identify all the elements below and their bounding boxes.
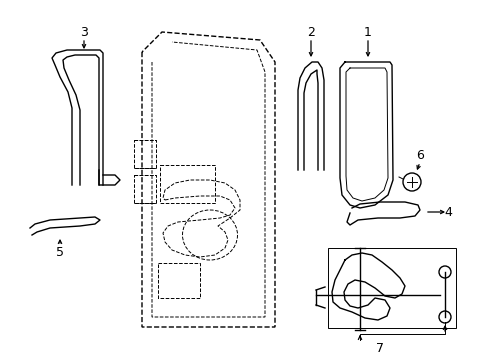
Text: 7: 7 xyxy=(375,342,383,355)
Text: 3: 3 xyxy=(80,26,88,39)
Text: 4: 4 xyxy=(443,206,451,219)
Text: 6: 6 xyxy=(415,149,423,162)
Bar xyxy=(160,165,215,203)
Text: 2: 2 xyxy=(306,26,314,39)
Bar xyxy=(158,263,200,298)
Bar xyxy=(327,248,455,328)
Text: 1: 1 xyxy=(364,26,371,39)
Bar xyxy=(134,140,156,168)
Text: 5: 5 xyxy=(56,246,64,258)
Bar xyxy=(134,175,156,203)
